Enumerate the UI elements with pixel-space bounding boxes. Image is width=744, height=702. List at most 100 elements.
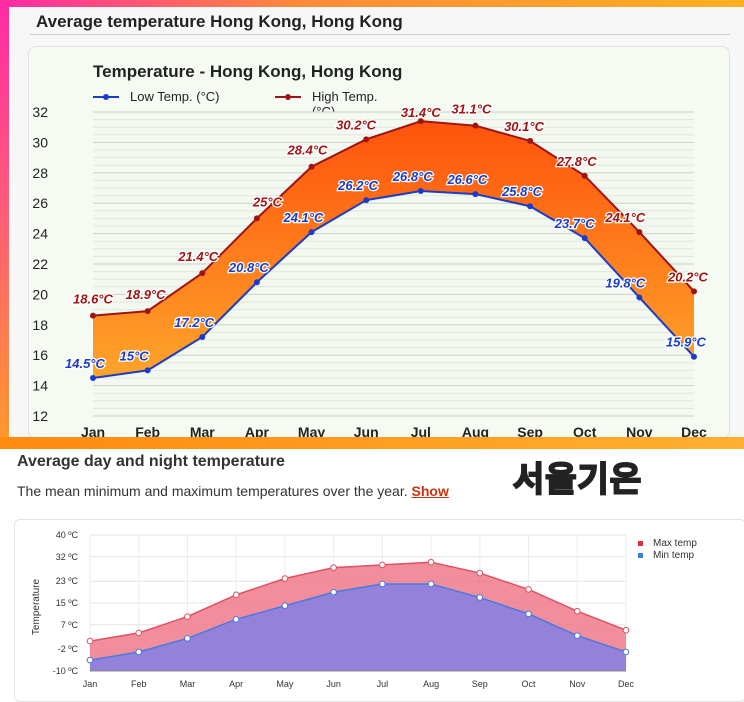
min-temp-area [90, 583, 626, 671]
x-tick-label: Jun [354, 424, 379, 440]
high-temp-point [363, 136, 370, 143]
min-temp-point [476, 594, 484, 601]
low-temp-point [417, 188, 424, 195]
x-tick-label: May [298, 424, 325, 440]
high-temp-data-label: 27.8°C [556, 154, 598, 169]
y-axis-label: Temperature [31, 578, 42, 635]
y-tick-label: 7 ºC [61, 620, 79, 630]
y-tick-label: 32 [32, 104, 48, 120]
legend-low-marker [103, 94, 109, 100]
low-temp-data-label: 14.5°C [65, 356, 106, 371]
low-temp-point [527, 203, 534, 210]
y-tick-label: 16 [32, 347, 48, 363]
low-temp-point [199, 333, 206, 340]
high-low-band [93, 121, 694, 379]
x-tick-label: Nov [626, 424, 653, 440]
x-tick-label: Sep [517, 424, 543, 440]
y-tick-label: 30 [32, 134, 48, 150]
y-tick-label: 32 ºC [56, 552, 79, 562]
low-temp-point [636, 294, 643, 301]
frame-bottom-border [0, 437, 744, 449]
hong-kong-temperature-chart: 18.6°C 18.9°C 21.4°C 25°C 28.4°C 30.2°C 31.4°C… [32, 100, 709, 440]
y-tick-label: -10 ºC [53, 666, 79, 676]
heading-divider [30, 34, 730, 35]
min-temp-point [330, 588, 337, 596]
y-tick-label: 18 [32, 317, 48, 333]
x-tick-label: Feb [131, 679, 147, 689]
x-tick-label: Jul [377, 679, 389, 689]
legend-min-marker [638, 553, 643, 558]
high-temp-data-label: 18.6°C [73, 292, 114, 307]
high-temp-data-label: 18.9°C [126, 287, 167, 302]
x-tick-label: Jul [411, 424, 431, 440]
max-temp-point [525, 586, 532, 593]
max-temp-point [427, 558, 435, 566]
high-temp-point [253, 215, 260, 222]
legend-high-marker [285, 94, 291, 100]
show-link[interactable]: Show [411, 483, 449, 499]
high-temp-point [417, 118, 424, 125]
low-temp-data-label: 23.7°C [554, 216, 596, 231]
y-tick-label: 23 ºC [56, 576, 79, 586]
high-temp-point [691, 288, 697, 295]
x-tick-label: Apr [245, 424, 270, 440]
x-tick-label: Oct [522, 679, 537, 689]
hong-kong-chart-title: Temperature - Hong Kong, Hong Kong [93, 62, 403, 81]
high-temp-data-label: 25°C [252, 194, 283, 209]
high-temp-data-label: 30.1°C [504, 119, 545, 134]
y-tick-label: 40 ºC [56, 530, 79, 540]
low-temp-data-label: 26.8°C [392, 169, 434, 184]
day-night-heading: Average day and night temperature [17, 453, 285, 470]
day-night-subtitle: The mean minimum and maximum temperature… [17, 483, 449, 499]
hong-kong-heading: Average temperature Hong Kong, Hong Kong [36, 12, 403, 31]
low-temp-point [308, 229, 315, 236]
low-temp-point [581, 235, 588, 242]
high-temp-data-label: 21.4°C [177, 249, 219, 264]
y-tick-label: 14 [32, 378, 48, 394]
max-temp-point [622, 626, 630, 634]
high-temp-data-label: 30.2°C [336, 117, 377, 132]
x-tick-label: Dec [618, 679, 635, 689]
low-temp-data-label: 25.8°C [501, 184, 543, 199]
y-tick-label: 26 [32, 195, 48, 211]
low-temp-point [144, 367, 151, 374]
legend-max-label: Max temp [653, 538, 697, 549]
max-temp-point [232, 591, 240, 599]
min-temp-point [135, 648, 143, 656]
low-temp-data-label: 24.1°C [283, 210, 325, 225]
high-temp-line [92, 120, 695, 317]
x-tick-label: Dec [681, 424, 707, 440]
max-temp-point [573, 607, 581, 615]
x-tick-label: Nov [569, 679, 586, 689]
low-temp-data-label: 26.2°C [337, 178, 379, 193]
max-temp-point [135, 629, 143, 637]
high-temp-data-label: 20.2°C [667, 269, 709, 284]
x-tick-label: May [276, 679, 294, 689]
low-temp-data-label: 15.9°C [666, 335, 707, 350]
max-temp-point [379, 561, 386, 569]
x-tick-label: Mar [190, 424, 215, 440]
min-temp-line [89, 583, 627, 661]
high-temp-point [581, 172, 588, 179]
max-temp-point [476, 569, 484, 577]
max-temp-point [86, 637, 94, 645]
x-tick-label: Mar [180, 679, 196, 689]
min-temp-point [281, 602, 289, 610]
max-temp-point [184, 613, 191, 620]
high-temp-point [90, 312, 96, 319]
low-temp-data-label: 17.2°C [174, 315, 215, 330]
min-temp-point [86, 656, 94, 664]
x-tick-label: Feb [135, 424, 160, 440]
y-tick-label: 12 [32, 408, 48, 424]
max-temp-point [281, 575, 289, 582]
y-tick-label: 20 [32, 286, 48, 302]
low-temp-data-label: 20.8°C [228, 260, 270, 275]
min-temp-point [427, 580, 435, 588]
legend-low-label: Low Temp. (°C) [130, 89, 220, 104]
low-temp-point [363, 197, 370, 204]
min-temp-point [573, 632, 581, 639]
y-tick-label: 24 [32, 226, 48, 242]
high-temp-point [199, 270, 206, 277]
frame-top-border [0, 0, 744, 7]
